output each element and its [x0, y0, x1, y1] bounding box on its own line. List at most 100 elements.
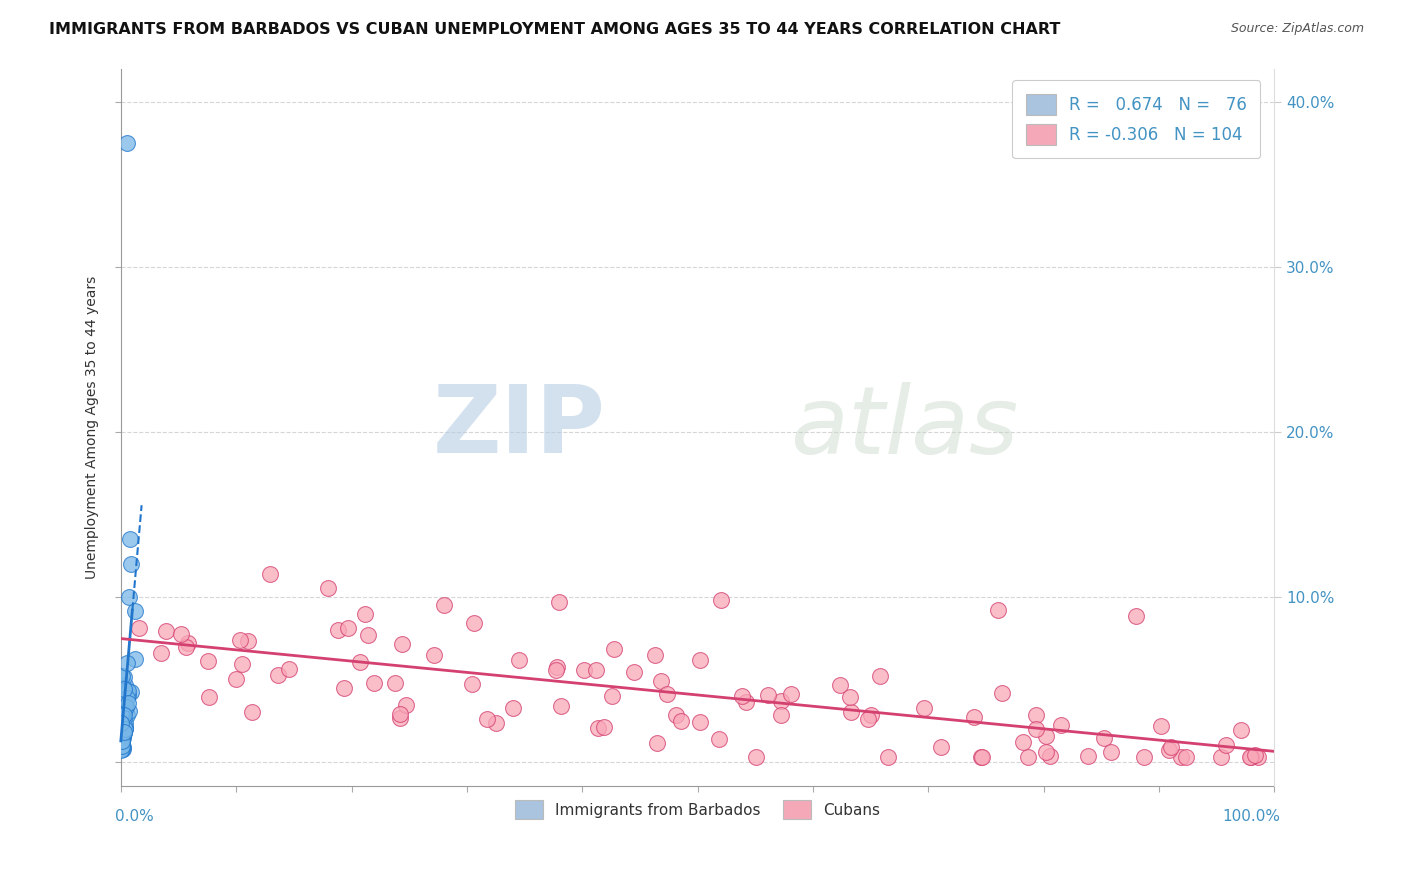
Point	[689, 653, 711, 667]
Point	[391, 637, 413, 651]
Point	[115, 691, 138, 706]
Point	[170, 627, 193, 641]
Point	[1175, 749, 1198, 764]
Point	[548, 594, 571, 608]
Point	[1133, 749, 1156, 764]
Point	[111, 733, 134, 747]
Point	[174, 640, 197, 654]
Point	[110, 704, 132, 718]
Point	[770, 707, 793, 722]
Point	[461, 677, 484, 691]
Point	[114, 697, 136, 711]
Point	[463, 615, 485, 630]
Point	[117, 707, 139, 722]
Point	[1209, 749, 1232, 764]
Point	[650, 674, 672, 689]
Point	[112, 698, 135, 712]
Point	[114, 678, 136, 692]
Point	[710, 593, 733, 607]
Point	[111, 695, 134, 709]
Point	[550, 699, 572, 714]
Point	[120, 532, 142, 546]
Point	[117, 684, 139, 698]
Point	[112, 723, 135, 738]
Point	[112, 710, 135, 724]
Point	[114, 691, 136, 706]
Point	[111, 739, 134, 754]
Point	[111, 724, 134, 739]
Point	[423, 648, 446, 662]
Point	[112, 703, 135, 717]
Point	[197, 690, 219, 704]
Point	[111, 669, 134, 683]
Point	[111, 741, 134, 756]
Point	[931, 740, 953, 755]
Point	[1230, 723, 1253, 737]
Point	[114, 721, 136, 735]
Text: 100.0%: 100.0%	[1222, 809, 1281, 824]
Point	[912, 700, 935, 714]
Point	[197, 655, 219, 669]
Point	[112, 724, 135, 739]
Point	[120, 685, 142, 699]
Point	[112, 723, 135, 738]
Point	[830, 678, 852, 692]
Text: atlas: atlas	[790, 382, 1018, 473]
Point	[111, 723, 134, 737]
Point	[111, 710, 134, 724]
Point	[112, 681, 135, 695]
Point	[111, 711, 134, 725]
Point	[839, 706, 862, 720]
Point	[231, 657, 253, 671]
Point	[111, 714, 134, 729]
Point	[110, 693, 132, 707]
Legend: Immigrants from Barbados, Cubans: Immigrants from Barbados, Cubans	[509, 794, 886, 825]
Point	[354, 607, 377, 622]
Point	[433, 598, 456, 612]
Y-axis label: Unemployment Among Ages 35 to 44 years: Unemployment Among Ages 35 to 44 years	[86, 276, 100, 579]
Point	[337, 620, 360, 634]
Point	[1157, 743, 1180, 757]
Point	[318, 582, 340, 596]
Point	[1215, 738, 1237, 752]
Text: 0.0%: 0.0%	[115, 809, 153, 824]
Point	[112, 684, 135, 698]
Point	[111, 706, 134, 720]
Point	[326, 623, 349, 637]
Point	[111, 694, 134, 708]
Point	[267, 668, 290, 682]
Point	[117, 704, 139, 718]
Point	[112, 716, 135, 731]
Point	[112, 696, 135, 710]
Point	[645, 736, 668, 750]
Point	[756, 688, 779, 702]
Point	[644, 648, 666, 662]
Point	[259, 566, 281, 581]
Point	[1092, 731, 1115, 746]
Point	[508, 653, 530, 667]
Point	[225, 673, 247, 687]
Point	[124, 604, 146, 618]
Point	[177, 635, 200, 649]
Point	[277, 662, 299, 676]
Point	[111, 731, 134, 745]
Point	[770, 693, 793, 707]
Point	[114, 700, 136, 714]
Point	[112, 708, 135, 723]
Point	[110, 740, 132, 755]
Point	[112, 682, 135, 697]
Point	[1239, 749, 1261, 764]
Point	[349, 655, 371, 669]
Point	[120, 557, 142, 571]
Point	[502, 700, 524, 714]
Point	[388, 706, 411, 721]
Point	[745, 749, 768, 764]
Text: Source: ZipAtlas.com: Source: ZipAtlas.com	[1230, 22, 1364, 36]
Point	[1247, 749, 1270, 764]
Point	[1170, 749, 1192, 764]
Point	[114, 723, 136, 737]
Point	[585, 663, 607, 677]
Point	[734, 694, 756, 708]
Point	[110, 707, 132, 722]
Point	[112, 726, 135, 740]
